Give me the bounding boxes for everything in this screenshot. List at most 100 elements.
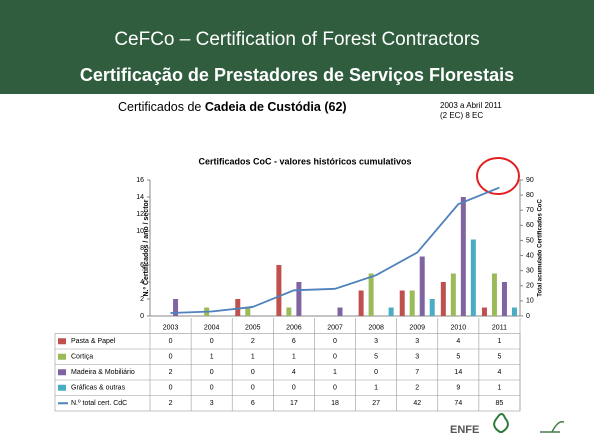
x-tick-label: 2011 <box>492 325 507 332</box>
bar <box>440 282 446 316</box>
bar <box>511 307 517 316</box>
table-cell: 0 <box>251 385 255 392</box>
table-cell: 27 <box>372 400 380 407</box>
y2-tick-label: 50 <box>526 237 534 244</box>
table-cell: 2 <box>251 338 255 345</box>
bar <box>173 299 179 316</box>
table-cell: 85 <box>496 400 504 407</box>
table-cell: 0 <box>374 369 378 376</box>
y-tick-label: 16 <box>136 177 144 184</box>
y-axis-label: N.º Certificados / ano / sector <box>143 199 150 296</box>
table-cell: 1 <box>292 354 296 361</box>
bar <box>399 290 405 316</box>
table-cell: 2 <box>415 385 419 392</box>
bar <box>337 307 343 316</box>
table-cell: 14 <box>454 369 462 376</box>
legend-label: N.º total cert. CdC <box>71 400 127 407</box>
logo-fsc <box>493 413 509 433</box>
table-cell: 6 <box>251 400 255 407</box>
y2-tick-label: 90 <box>526 177 534 184</box>
table-cell: 2 <box>169 369 173 376</box>
header-title: CeFCo – Certification of Forest Contract… <box>114 29 479 50</box>
table-cell: 3 <box>374 338 378 345</box>
table-cell: 1 <box>210 354 214 361</box>
y2-tick-label: 10 <box>526 298 534 305</box>
logos: ENFE <box>450 413 565 436</box>
table-cell: 3 <box>415 338 419 345</box>
table-cell: 5 <box>374 354 378 361</box>
bar <box>388 307 394 316</box>
y-tick-label: 0 <box>140 313 144 320</box>
table-cell: 1 <box>374 385 378 392</box>
x-tick-label: 2010 <box>451 325 467 332</box>
table-cell: 0 <box>169 338 173 345</box>
legend-key <box>58 353 66 360</box>
x-tick-label: 2004 <box>204 325 220 332</box>
table-cell: 74 <box>454 400 462 407</box>
y2-tick-label: 30 <box>526 268 534 275</box>
table-cell: 0 <box>292 385 296 392</box>
bar <box>429 299 435 316</box>
table-cell: 0 <box>333 354 337 361</box>
bar <box>470 239 476 316</box>
legend-label: Pasta & Papel <box>71 338 116 345</box>
bar <box>450 273 456 316</box>
y-tick-label: 6 <box>140 262 144 269</box>
table-cell: 0 <box>333 385 337 392</box>
x-tick-label: 2009 <box>409 325 425 332</box>
table-cell: 2 <box>169 400 173 407</box>
y-tick-label: 10 <box>136 228 144 235</box>
x-tick-label: 2007 <box>327 325 343 332</box>
table-cell: 4 <box>497 369 501 376</box>
chart-title: Certificados CoC - valores históricos cu… <box>198 156 411 166</box>
table-cell: 1 <box>497 338 501 345</box>
y2-tick-label: 70 <box>526 207 534 214</box>
x-tick-label: 2003 <box>163 325 179 332</box>
table-cell: 0 <box>169 354 173 361</box>
header-band <box>0 0 594 94</box>
bar <box>296 282 302 316</box>
table-cell: 0 <box>210 338 214 345</box>
table-cell: 0 <box>333 338 337 345</box>
table-cell: 0 <box>210 369 214 376</box>
y-tick-label: 12 <box>136 211 144 218</box>
table-cell: 6 <box>292 338 296 345</box>
table-cell: 17 <box>290 400 298 407</box>
bar <box>481 307 487 316</box>
table-cell: 4 <box>456 338 460 345</box>
y2-tick-label: 0 <box>526 313 530 320</box>
bar <box>286 307 292 316</box>
y-tick-label: 4 <box>140 279 144 286</box>
table-cell: 18 <box>331 400 339 407</box>
period: (2 EC) 8 EC <box>440 111 483 120</box>
logo-nepcon <box>540 420 565 433</box>
legend-label: Gráficas & outras <box>71 385 126 392</box>
period: 2003 a Abril 2011 <box>440 101 502 110</box>
bar <box>491 273 497 316</box>
table-cell: 7 <box>415 369 419 376</box>
table-cell: 3 <box>415 354 419 361</box>
table-cell: 1 <box>251 354 255 361</box>
table-cell: 3 <box>210 400 214 407</box>
bar <box>368 273 374 316</box>
y-tick-label: 2 <box>140 296 144 303</box>
x-tick-label: 2008 <box>368 325 384 332</box>
y-tick-label: 8 <box>140 245 144 252</box>
bar <box>358 290 364 316</box>
y2-tick-label: 20 <box>526 283 534 290</box>
legend-key <box>58 384 66 391</box>
line-series <box>170 186 500 314</box>
subheading-bold: Cadeia de Custódia (62) <box>205 100 347 114</box>
logo-text: ENFE <box>450 424 479 436</box>
legend-key <box>58 338 66 345</box>
table-cell: 9 <box>456 385 460 392</box>
table-cell: 5 <box>456 354 460 361</box>
table-cell: 5 <box>497 354 501 361</box>
bar <box>501 282 507 316</box>
table-cell: 1 <box>333 369 337 376</box>
table-cell: 0 <box>251 369 255 376</box>
table-cell: 1 <box>497 385 501 392</box>
table-cell: 0 <box>169 385 173 392</box>
header-subtitle: Certificação de Prestadores de Serviços … <box>80 65 514 85</box>
